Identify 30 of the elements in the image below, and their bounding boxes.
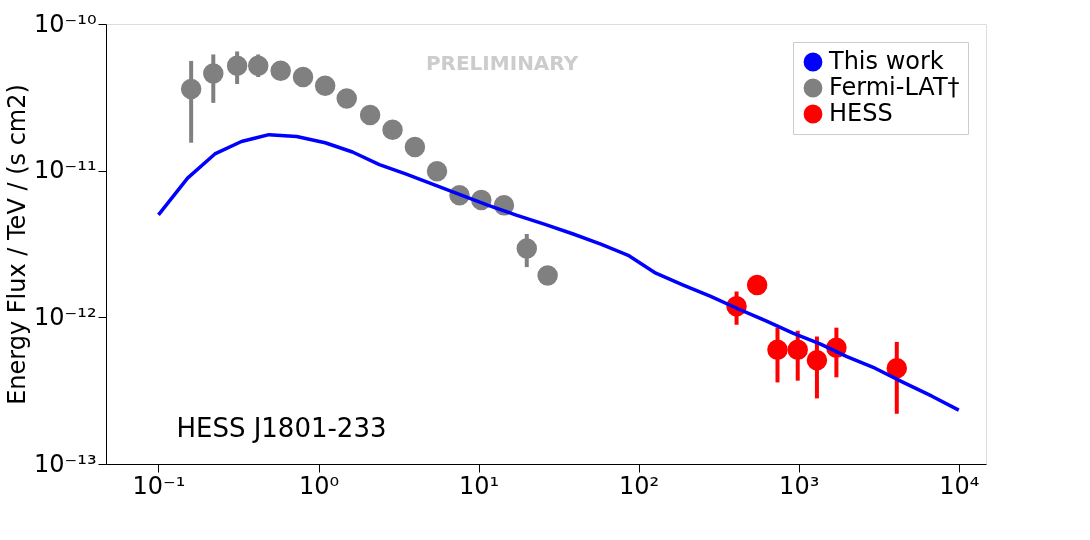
x-tick-label: 10¹ <box>459 471 500 500</box>
point <box>203 63 224 84</box>
y-tick-label: 10⁻¹² <box>34 302 97 331</box>
x-tick-label: 10³ <box>779 471 820 500</box>
x-tick-label: 10⁴ <box>939 471 980 500</box>
legend-label: HESS <box>829 99 893 127</box>
point <box>292 66 314 88</box>
point <box>226 55 248 76</box>
x-tick-label: 10⁻¹ <box>132 471 186 500</box>
point <box>516 238 538 259</box>
point <box>247 55 269 76</box>
y-tick-label: 10⁻¹¹ <box>34 156 97 185</box>
annotation: HESS J1801-233 <box>176 412 387 443</box>
legend-label: Fermi-LAT† <box>829 73 960 101</box>
point <box>314 75 336 96</box>
point <box>270 60 291 81</box>
point <box>404 136 426 158</box>
x-tick-label: 10² <box>619 471 660 500</box>
x-tick-label: 10⁰ <box>298 471 340 500</box>
point <box>359 104 381 126</box>
legend-label: This work <box>828 47 944 75</box>
point <box>336 88 357 109</box>
point <box>537 265 558 286</box>
y-tick-label: 10⁻¹³ <box>34 449 97 478</box>
y-tick-label: 10⁻¹⁰ <box>34 9 97 38</box>
point <box>382 119 403 141</box>
line-series <box>156 132 961 412</box>
point <box>426 161 448 182</box>
point <box>180 78 202 100</box>
y-axis-title: Energy Flux / TeV / (s cm2) <box>3 84 32 405</box>
